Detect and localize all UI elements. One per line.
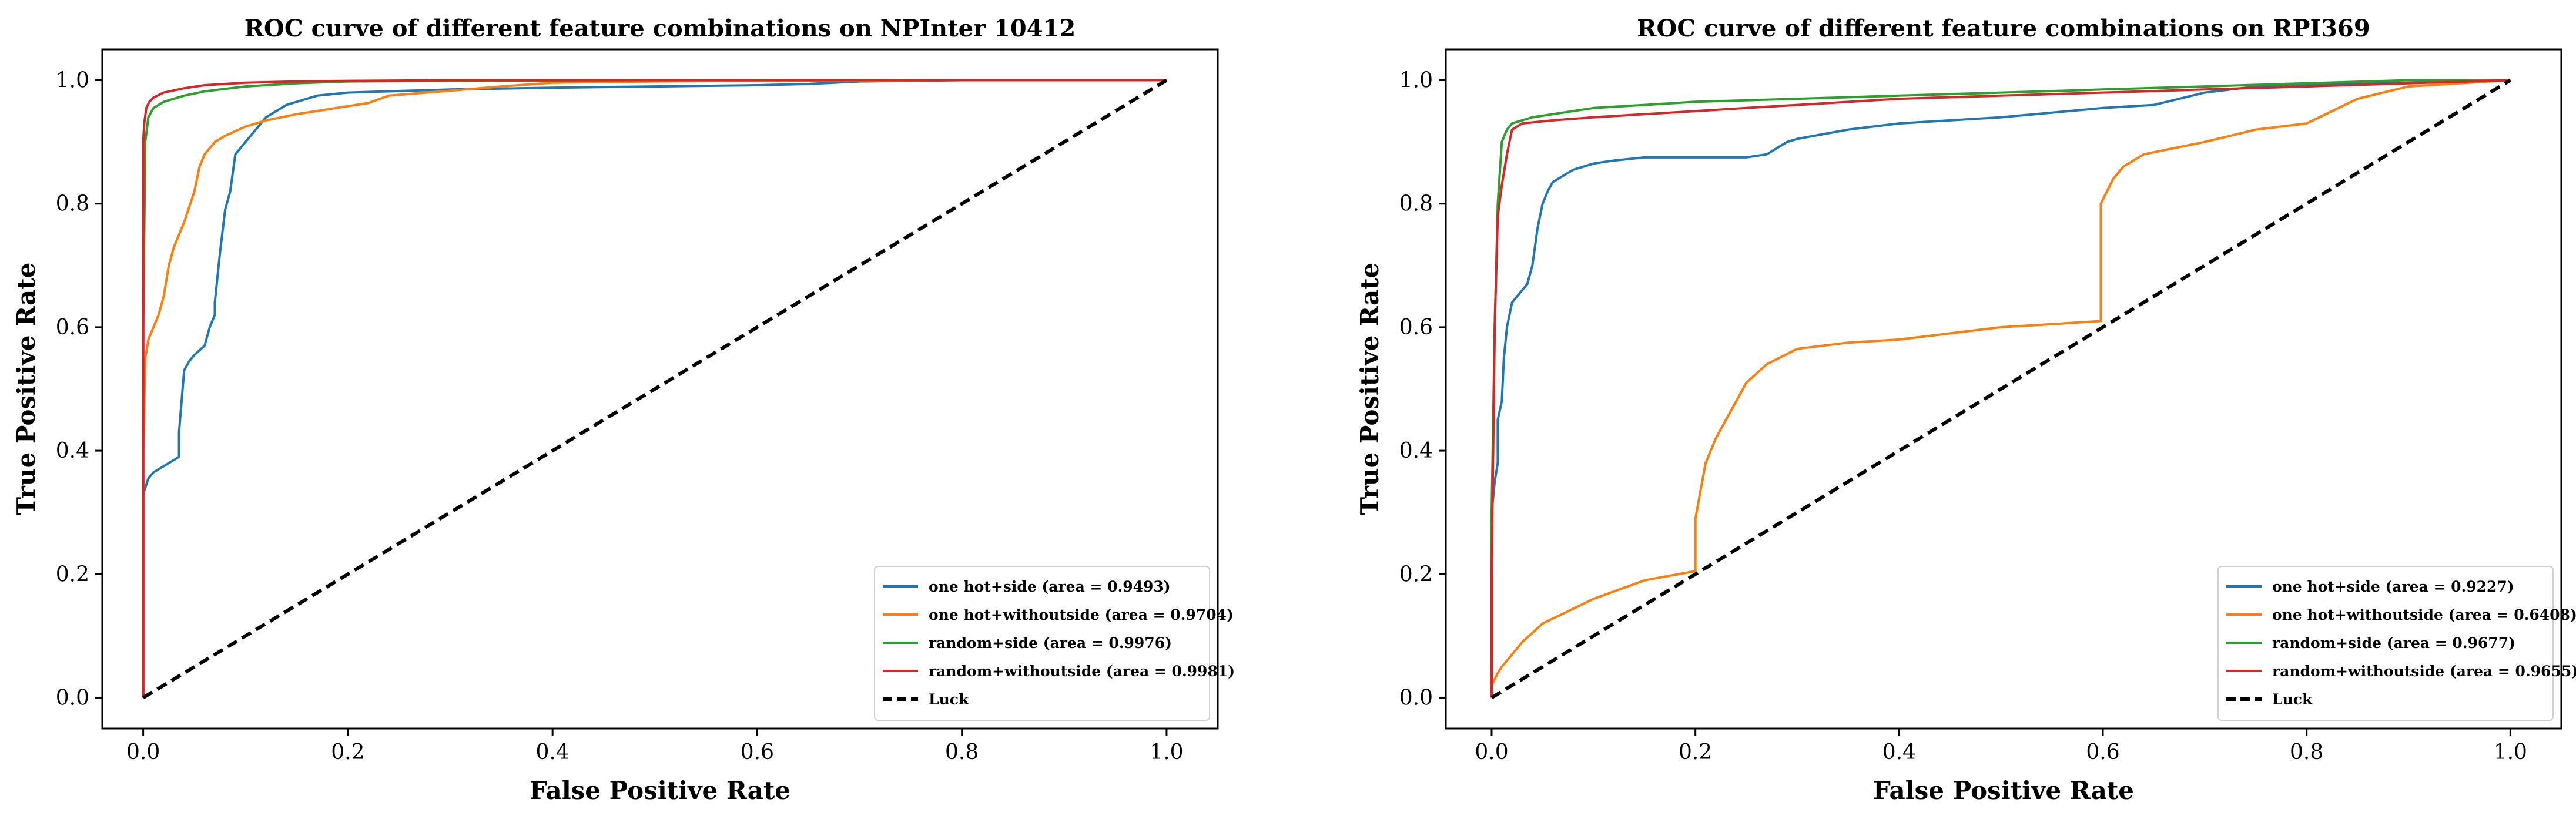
- y-tick-label: 0.4: [56, 439, 89, 463]
- legend-entry: random+withoutside (area = 0.9981): [929, 663, 1235, 680]
- series-line-3: [1490, 79, 2511, 698]
- x-tick-label: 0.8: [945, 740, 979, 764]
- y-tick-label: 0.6: [56, 315, 89, 340]
- x-axis-label: False Positive Rate: [1873, 776, 2134, 805]
- y-tick-label: 0.8: [1399, 192, 1433, 216]
- y-tick-label: 0.0: [56, 686, 89, 710]
- y-tick-label: 0.2: [1399, 562, 1433, 586]
- legend-entry: random+withoutside (area = 0.9655): [2272, 663, 2576, 680]
- x-tick-label: 0.4: [536, 740, 570, 764]
- plot-frame: [1445, 48, 2562, 730]
- legend-entry: one hot+side (area = 0.9493): [929, 578, 1171, 595]
- y-tick-label: 0.8: [56, 192, 89, 216]
- legend-box: [874, 566, 1210, 721]
- chart-rpi369: ROC curve of different feature combinati…: [1355, 15, 2576, 805]
- legend-entry: random+side (area = 0.9976): [929, 635, 1172, 652]
- chart-npinter: ROC curve of different feature combinati…: [12, 15, 1235, 805]
- series-line-4: [142, 78, 1168, 700]
- series-line-0: [1490, 79, 2511, 698]
- y-tick-label: 1.0: [1399, 69, 1433, 93]
- series-line-4: [1490, 78, 2511, 700]
- y-tick-label: 0.2: [56, 562, 89, 586]
- x-tick-label: 1.0: [2494, 740, 2527, 764]
- legend: one hot+side (area = 0.9493) one hot+with…: [874, 566, 1235, 721]
- x-tick-label: 0.6: [741, 740, 774, 764]
- legend-entry: one hot+withoutside (area = 0.6408): [2272, 606, 2576, 623]
- chart-title: ROC curve of different feature combinati…: [1637, 15, 2370, 42]
- legend-entry: Luck: [929, 691, 969, 708]
- series-lines: [142, 78, 1168, 700]
- series-line-0: [142, 79, 1167, 698]
- series-line-1: [1490, 79, 2511, 698]
- x-tick-label: 1.0: [1150, 740, 1183, 764]
- plot-frame: [101, 48, 1219, 730]
- series-line-2: [1490, 79, 2511, 698]
- x-tick-label: 0.4: [1882, 740, 1916, 764]
- x-axis-label: False Positive Rate: [530, 776, 790, 805]
- y-tick-label: 0.4: [1399, 439, 1433, 463]
- y-tick-label: 0.6: [1399, 315, 1433, 340]
- x-tick-label: 0.0: [126, 740, 160, 764]
- y-tick-label: 0.0: [1399, 686, 1433, 710]
- legend-entry: random+side (area = 0.9677): [2272, 635, 2515, 652]
- x-tick-label: 0.2: [331, 740, 364, 764]
- y-axis-label: True Positive Rate: [1355, 263, 1384, 516]
- legend-box: [2217, 566, 2554, 721]
- x-tick-label: 0.6: [2086, 740, 2119, 764]
- legend-entry: one hot+side (area = 0.9227): [2272, 578, 2514, 595]
- legend-entry: one hot+withoutside (area = 0.9704): [929, 606, 1234, 623]
- series-line-3: [142, 79, 1167, 698]
- x-tick-label: 0.2: [1679, 740, 1712, 764]
- chart-title: ROC curve of different feature combinati…: [244, 15, 1076, 42]
- legend: one hot+side (area = 0.9227) one hot+with…: [2217, 566, 2576, 721]
- series-line-1: [142, 79, 1167, 698]
- x-tick-label: 0.8: [2290, 740, 2323, 764]
- legend-entry: Luck: [2272, 691, 2313, 708]
- x-tick-label: 0.0: [1475, 740, 1508, 764]
- series-lines: [1490, 78, 2511, 700]
- y-tick-label: 1.0: [56, 69, 89, 93]
- y-axis-label: True Positive Rate: [12, 263, 41, 516]
